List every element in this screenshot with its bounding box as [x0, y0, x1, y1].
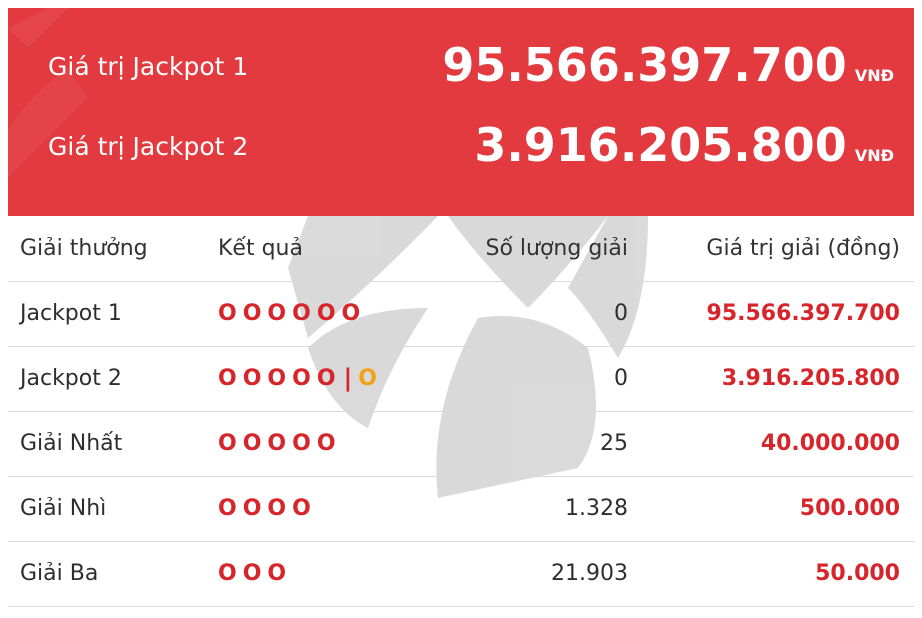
- jackpot-2-amount: 3.916.205.800: [474, 118, 847, 172]
- jackpot-2-label: Giá trị Jackpot 2: [48, 132, 249, 161]
- row-result: O O O O O | O: [218, 364, 377, 392]
- header-count: Số lượng giải: [485, 236, 628, 261]
- jackpot-results-panel: Giá trị Jackpot 1 95.566.397.700 VNĐ Giá…: [8, 8, 914, 610]
- row-prize-name: Jackpot 2: [20, 366, 122, 391]
- row-count: 21.903: [551, 561, 628, 586]
- jackpot-2-currency: VNĐ: [854, 146, 894, 165]
- jackpot-banner: Giá trị Jackpot 1 95.566.397.700 VNĐ Giá…: [8, 8, 914, 216]
- jackpot-2-value: 3.916.205.800 VNĐ: [474, 118, 894, 172]
- row-count: 1.328: [565, 496, 628, 521]
- row-value: 40.000.000: [760, 431, 900, 456]
- row-count: 25: [600, 431, 628, 456]
- row-value: 50.000: [815, 561, 900, 586]
- table-header: Giải thưởng Kết quả Số lượng giải Giá tr…: [8, 216, 914, 282]
- row-count: 0: [614, 366, 628, 391]
- row-prize-name: Giải Nhì: [20, 496, 107, 521]
- jackpot-1-currency: VNĐ: [854, 66, 894, 85]
- row-count: 0: [614, 301, 628, 326]
- row-prize-name: Giải Ba: [20, 561, 99, 586]
- row-value: 3.916.205.800: [721, 366, 900, 391]
- jackpot-2-row: Giá trị Jackpot 2 3.916.205.800 VNĐ: [8, 118, 914, 178]
- table-row: Jackpot 2 O O O O O | O 0 3.916.205.800: [8, 346, 914, 412]
- header-result: Kết quả: [218, 236, 303, 261]
- row-prize-name: Jackpot 1: [20, 301, 122, 326]
- jackpot-1-row: Giá trị Jackpot 1 95.566.397.700 VNĐ: [8, 38, 914, 98]
- row-value: 500.000: [799, 496, 900, 521]
- jackpot-1-amount: 95.566.397.700: [442, 38, 847, 92]
- banner-watermark-icon: [8, 8, 88, 178]
- header-value: Giá trị giải (đồng): [706, 236, 900, 261]
- header-prize: Giải thưởng: [20, 236, 148, 261]
- row-value: 95.566.397.700: [706, 301, 900, 326]
- jackpot-1-value: 95.566.397.700 VNĐ: [442, 38, 894, 92]
- jackpot-1-label: Giá trị Jackpot 1: [48, 52, 249, 81]
- row-prize-name: Giải Nhất: [20, 431, 123, 456]
